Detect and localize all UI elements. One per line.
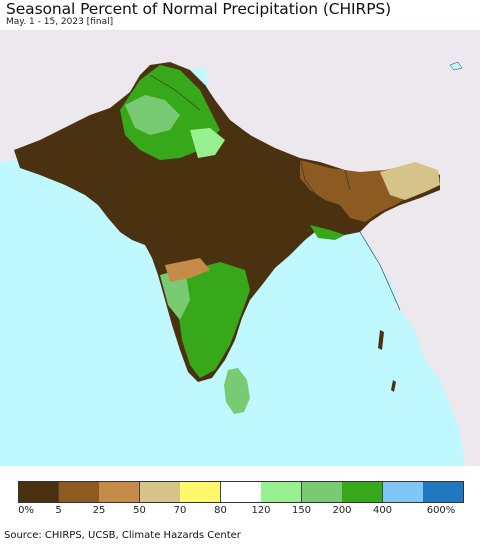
lake-northeast (449, 61, 463, 71)
bengal-coast-green (310, 225, 345, 240)
map-subtitle: May. 1 - 15, 2023 [final] (6, 17, 114, 27)
andaman-islands (378, 330, 384, 350)
legend-tick-label: 0% (18, 505, 34, 516)
legend-swatch (382, 482, 424, 502)
northeast-tan-patch (380, 162, 440, 200)
northern-pale-green (190, 128, 225, 158)
map-title: Seasonal Percent of Normal Precipitation… (6, 0, 392, 18)
legend-swatch (220, 482, 262, 502)
legend-tick-label: 200 (332, 505, 352, 516)
legend-tick-label: 600% (426, 505, 456, 516)
legend-swatch (58, 482, 100, 502)
legend-swatch (423, 482, 464, 502)
legend-swatch (180, 482, 221, 502)
legend-tick-label: 50 (133, 505, 146, 516)
legend-tick-label: 5 (55, 505, 62, 516)
precipitation-map (0, 30, 480, 466)
outer-land-east (200, 30, 480, 466)
south-peninsula-light-green (160, 268, 190, 320)
south-asia-dry-region (14, 62, 440, 382)
legend-swatch (261, 482, 302, 502)
legend-swatch (342, 482, 383, 502)
northern-light-green (125, 95, 180, 135)
legend-swatch (99, 482, 140, 502)
legend-swatch (301, 482, 343, 502)
legend-tick-label: 400 (372, 505, 393, 516)
legend-tick-label: 25 (92, 505, 106, 516)
legend-tick-label: 80 (214, 505, 227, 516)
legend-tick-label: 150 (291, 505, 312, 516)
nicobar-islands (391, 380, 396, 392)
legend-swatch (139, 482, 181, 502)
sri-lanka (224, 368, 250, 414)
legend-tick-label: 70 (173, 505, 187, 516)
south-peninsula-green (178, 262, 250, 378)
country-borders (79, 74, 401, 311)
source-credit: Source: CHIRPS, UCSB, Climate Hazards Ce… (4, 530, 241, 541)
legend-tick-label: 120 (251, 505, 271, 516)
legend: 0% 5 25 50 70 80 120 150 200 400 600% (0, 478, 480, 518)
south-peninsula-tan (165, 258, 210, 282)
legend-swatch (18, 482, 59, 502)
